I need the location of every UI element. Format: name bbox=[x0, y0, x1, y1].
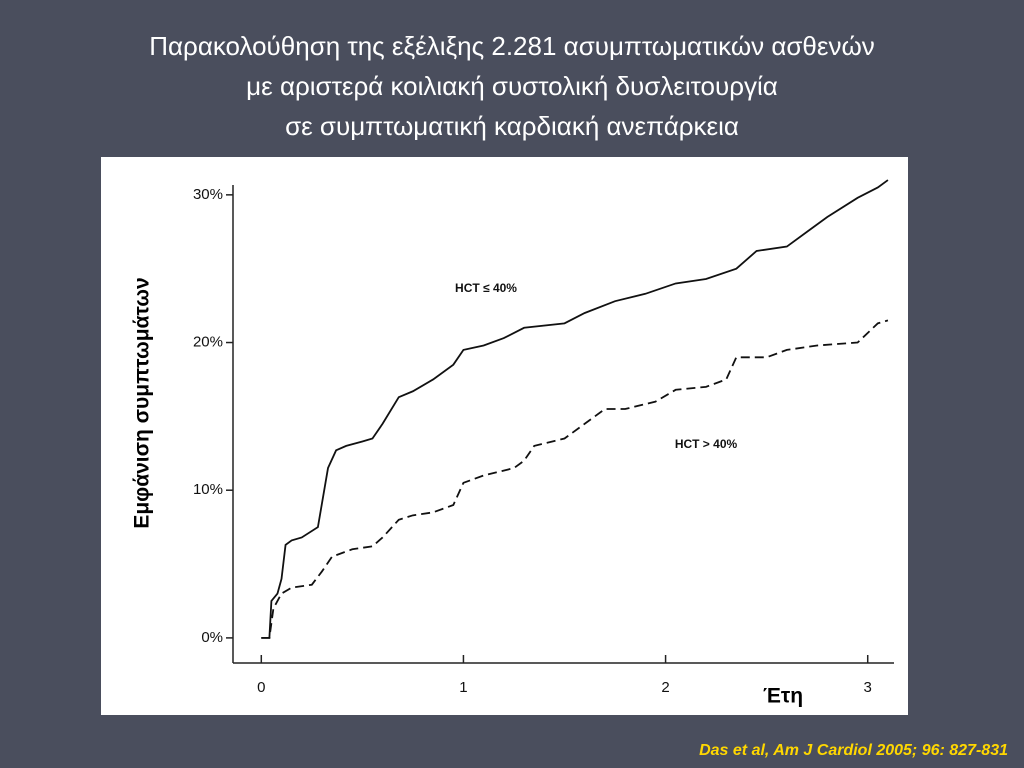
x-tick-label: 1 bbox=[459, 679, 467, 696]
y-axis-label: Εμφάνιση συμπτωμάτων bbox=[131, 277, 154, 528]
title-line: με αριστερά κοιλιακή συστολική δυσλειτου… bbox=[246, 71, 778, 101]
series-line bbox=[261, 319, 889, 639]
source: Das et al, Am J Cardiol 2005; 96: 827-83… bbox=[699, 742, 1008, 759]
series-line bbox=[261, 179, 889, 639]
x-tick-label: 3 bbox=[864, 679, 872, 696]
series-label: HCT > 40% bbox=[675, 437, 738, 451]
series-label: HCT ≤ 40% bbox=[455, 281, 517, 295]
y-tick-label: 30% bbox=[193, 186, 223, 203]
x-tick-label: 2 bbox=[661, 679, 669, 696]
title-line: Παρακολούθηση της εξέλιξης 2.281 ασυμπτω… bbox=[149, 31, 875, 61]
title-line: σε συμπτωματική καρδιακή ανεπάρκεια bbox=[285, 111, 739, 141]
x-tick-label: 0 bbox=[257, 679, 265, 696]
x-axis-label: Έτη bbox=[763, 685, 803, 708]
y-tick-label: 10% bbox=[193, 481, 223, 498]
chart-area bbox=[101, 157, 908, 715]
y-tick-label: 0% bbox=[201, 629, 223, 646]
y-tick-label: 20% bbox=[193, 334, 223, 351]
